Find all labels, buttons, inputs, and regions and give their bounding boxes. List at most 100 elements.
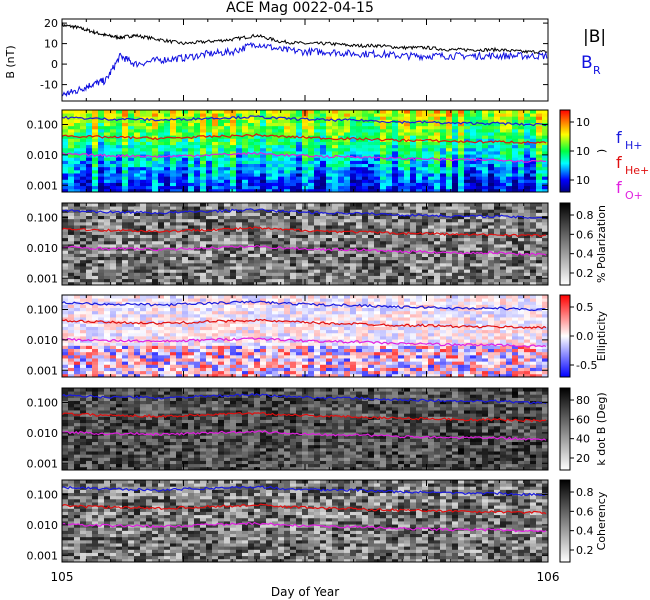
spectrogram-cell [422,244,429,248]
spectrogram-cell [524,144,531,149]
spectrogram-cell [140,256,147,261]
spectrogram-cell [476,275,483,280]
spectrogram-cell [188,110,195,114]
spectrogram-cell [68,358,75,362]
spectrogram-cell [482,185,489,190]
spectrogram-cell [506,269,513,273]
spectrogram-cell [338,262,345,267]
spectrogram-cell [380,125,387,130]
spectrogram-cell [386,218,393,223]
spectrogram-cell [212,247,219,251]
spectrogram-cell [368,182,375,187]
spectrogram-cell [434,147,441,152]
spectrogram-cell [476,269,483,273]
spectrogram-cell [470,240,477,245]
spectrogram-cell [380,151,387,155]
spectrogram-cell [398,173,405,177]
spectrogram-cell [350,240,357,245]
spectrogram-cell [218,113,225,117]
spectrogram-cell [182,151,189,155]
spectrogram-cell [158,345,165,350]
spectrogram-cell [536,212,543,217]
spectrogram-cell [428,225,435,229]
spectrogram-cell [230,166,237,171]
spectrogram-cell [530,179,537,183]
spectrogram-cell [380,266,387,270]
spectrogram-cell [110,339,117,343]
spectrogram-cell [284,212,291,217]
spectrogram-cell [440,206,447,210]
spectrogram-cell [152,173,159,177]
spectrogram-cell [128,122,135,127]
spectrogram-cell [140,269,147,273]
spectrogram-cell [86,336,93,340]
spectrogram-cell [446,176,453,180]
spectrogram-cell [536,281,543,286]
spectrogram-cell [476,266,483,270]
spectrogram-cell [176,151,183,155]
spectrogram-cell [524,182,531,187]
spectrogram-cell [404,215,411,220]
spectrogram-cell [80,151,87,155]
spectrogram-cell [470,225,477,229]
spectrogram-cell [158,203,165,207]
spectrogram-cell [134,351,141,356]
spectrogram-cell [218,250,225,254]
spectrogram-cell [200,244,207,248]
spectrogram-cell [410,259,417,264]
spectrogram-cell [146,323,153,327]
spectrogram-cell [254,160,261,165]
spectrogram-cell [98,160,105,165]
spectrogram-cell [260,132,267,136]
spectrogram-cell [380,147,387,152]
spectrogram-cell [164,144,171,149]
spectrogram-cell [98,256,105,261]
spectrogram-cell [524,240,531,245]
spectrogram-cell [98,113,105,117]
spectrogram-cell [488,228,495,232]
spectrogram-cell [398,151,405,155]
spectrogram-cell [362,225,369,229]
spectrogram-cell [428,209,435,213]
spectrogram-cell [308,253,315,258]
spectrogram-cell [446,110,453,114]
spectrogram-cell [266,154,273,158]
spectrogram-cell [506,169,513,174]
spectrogram-cell [152,234,159,239]
spectrogram-cell [452,234,459,239]
spectrogram-cell [422,206,429,210]
spectrogram-cell [296,244,303,248]
spectrogram-cell [110,144,117,149]
spectrogram-cell [536,154,543,158]
spectrogram-cell [302,237,309,242]
spectrogram-cell [188,185,195,190]
spectrogram-cell [224,119,231,124]
spectrogram-cell [512,231,519,235]
spectrogram-cell [284,206,291,210]
spectrogram-cell [524,253,531,258]
spectrogram-cell [518,157,525,161]
spectrogram-cell [362,259,369,264]
spectrogram-cell [212,141,219,146]
spectrogram-cell [494,116,501,120]
spectrogram-cell [164,160,171,165]
spectrogram-cell [296,116,303,120]
spectrogram-cell [374,221,381,226]
spectrogram-cell [176,266,183,270]
spectrogram-cell [260,247,267,251]
spectrogram-cell [212,160,219,165]
spectrogram-cell [494,240,501,245]
spectrogram-cell [152,116,159,120]
spectrogram-cell [530,110,537,114]
spectrogram-cell [482,278,489,283]
spectrogram-cell [272,132,279,136]
spectrogram-cell [530,256,537,261]
spectrogram-cell [146,295,153,299]
spectrogram-cell [104,329,111,334]
spectrogram-cell [368,221,375,226]
spectrogram-cell [194,176,201,180]
spectrogram-cell [116,313,123,318]
spectrogram-cell [452,128,459,133]
spectrogram-cell [380,122,387,127]
